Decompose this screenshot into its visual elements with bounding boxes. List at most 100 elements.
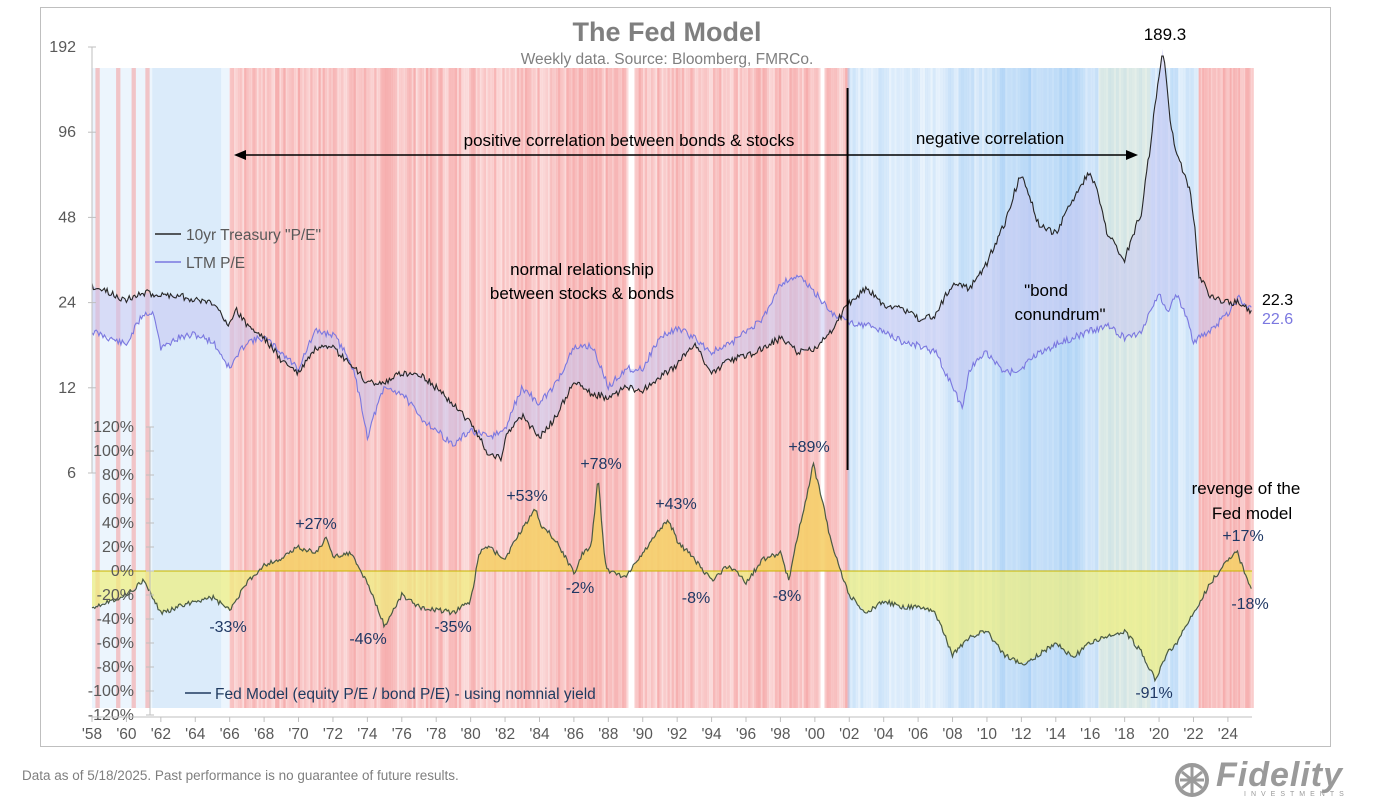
background-band [529,68,532,708]
background-band [1015,68,1019,708]
background-band [1087,68,1091,708]
background-band [574,68,577,708]
background-band [779,68,782,708]
background-band [677,68,681,708]
background-band [293,68,296,708]
background-band [295,68,299,708]
background-band [500,68,503,708]
background-band [320,68,323,708]
background-band [467,68,470,708]
background-band [834,68,838,708]
background-band [448,68,451,708]
background-band [886,68,890,708]
fidelity-logo: Fidelity INVESTMENTS [1170,756,1365,800]
background-band [543,68,546,708]
lower-y-tick-label: 40% [102,515,134,532]
background-band [1188,68,1192,708]
background-band [857,68,861,708]
x-tick-label: '10 [977,726,998,743]
background-band [772,68,776,708]
background-band [1219,68,1222,708]
background-band [741,68,745,708]
background-band [896,68,900,708]
background-band [539,68,542,708]
background-band [1159,68,1163,708]
annotation-normal-relationship: between stocks & bonds [490,284,674,303]
upper-y-tick-label: 48 [58,209,76,226]
fed-model-value-label: -91% [1135,685,1172,702]
background-band [803,68,807,708]
x-tick-label: '90 [633,726,654,743]
background-band [237,68,241,708]
background-band [496,68,499,708]
background-band [698,68,701,708]
background-band [852,68,856,708]
background-band [341,68,344,708]
background-band [1100,68,1104,708]
background-band [783,68,786,708]
background-band [912,68,915,708]
background-band [762,68,765,708]
background-band [781,68,784,708]
x-tick-label: '66 [220,726,240,743]
background-band [760,68,763,708]
background-band [1064,68,1068,708]
background-band [883,68,887,708]
background-band [665,68,668,708]
annotation-revenge: revenge of the [1192,479,1301,498]
background-band [1248,68,1251,708]
background-band [891,68,895,708]
background-band [684,68,687,708]
background-band [345,68,348,708]
background-band [1134,68,1137,708]
background-band [673,68,676,708]
upper-y-tick-label: 6 [67,465,76,482]
background-band [1200,68,1203,708]
background-band [1069,68,1073,708]
background-band [297,68,301,708]
annotation-normal-relationship: normal relationship [510,260,654,279]
background-band [229,68,232,708]
background-band [1245,68,1248,708]
background-band [1030,68,1034,708]
background-band [719,68,722,708]
background-band [1231,68,1234,708]
background-band [268,68,272,708]
background-band [547,68,550,708]
background-band [1234,68,1237,708]
background-band [725,68,728,708]
background-band [314,68,317,708]
upper-y-tick-label: 12 [58,380,76,397]
x-tick-label: '88 [598,726,618,743]
background-band [1005,68,1008,708]
background-band [901,68,905,708]
background-band [281,68,284,708]
background-band [283,68,286,708]
background-band [1217,68,1220,708]
background-band [739,68,743,708]
treasury-pe-line [91,55,1252,463]
background-band [533,68,536,708]
lower-y-tick-label: -20% [97,587,134,604]
x-tick-label: '24 [1218,726,1239,743]
fed-model-value-label: +78% [580,456,621,473]
fed-model-negative-fill [92,571,1252,679]
background-band [914,68,918,708]
background-band [481,68,484,708]
background-band [868,68,871,708]
background-band [1190,68,1194,708]
background-band [1157,68,1161,708]
background-band [1149,68,1153,708]
x-tick-label: '98 [770,726,790,743]
background-band [1116,68,1119,708]
background-band [922,68,926,708]
background-band [270,68,274,708]
background-band [498,68,501,708]
fed-model-value-label: -46% [349,631,386,648]
background-band [450,68,453,708]
background-band [351,68,354,708]
background-band [289,68,292,708]
background-band [721,68,724,708]
background-band [1167,68,1171,708]
background-band [812,68,815,708]
